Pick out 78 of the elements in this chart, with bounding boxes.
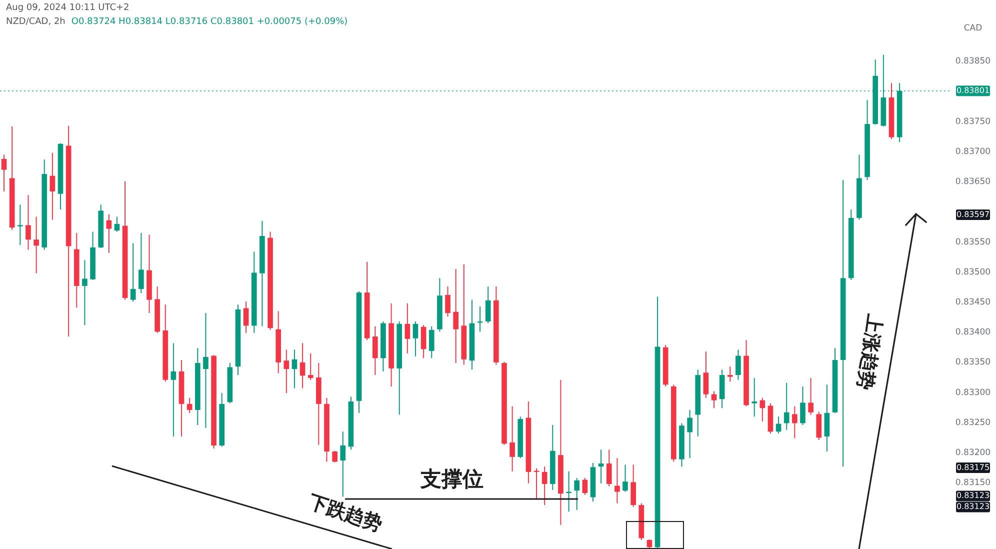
candlestick	[582, 477, 588, 496]
candlestick	[445, 286, 450, 318]
candlestick	[1, 154, 7, 192]
candlestick	[18, 204, 23, 246]
candlestick	[646, 538, 652, 549]
text: 0.83123	[956, 502, 990, 512]
candlestick	[420, 324, 426, 359]
text: 0.83175	[956, 462, 990, 472]
candlestick	[186, 397, 192, 414]
candlestick	[711, 390, 717, 409]
candlestick	[622, 464, 628, 492]
candlestick	[50, 152, 56, 220]
candlestick	[106, 214, 112, 254]
candlestick	[170, 342, 176, 437]
candlestick	[614, 458, 620, 504]
candlestick	[485, 286, 491, 324]
candlestick	[784, 382, 790, 430]
candlestick	[138, 232, 144, 294]
candlestick	[130, 242, 136, 302]
annotation: 上涨趋势	[854, 312, 886, 392]
candlestick	[308, 352, 314, 380]
candlestick	[808, 378, 814, 416]
candlestick	[824, 384, 830, 452]
candlestick	[574, 477, 580, 510]
candlestick	[816, 411, 822, 441]
y-tick-label: 0.83850	[955, 56, 991, 67]
text: O0.83724 H0.83814 L0.83716 C0.83801 +0.00075 (+0.09%)	[71, 17, 348, 27]
candlestick	[800, 386, 806, 426]
candlestick	[404, 302, 410, 354]
ref-line-label: 0.83801	[956, 86, 990, 96]
y-tick-label: 0.83400	[955, 328, 991, 338]
y-tick-label: 0.83650	[955, 177, 991, 188]
candlestick	[534, 468, 540, 499]
y-tick-label: 0.83200	[955, 448, 991, 458]
text: 0.83597	[956, 210, 990, 219]
annotation: 支撑位	[420, 467, 484, 491]
candlestick	[300, 342, 306, 389]
y-tick-label: 0.83300	[955, 388, 991, 398]
y-tick-label: 0.83150	[955, 478, 991, 488]
candlestick	[114, 216, 120, 232]
candlestick	[203, 312, 208, 429]
y-axis-title: CAD	[964, 23, 983, 34]
text: NZD/CAD, 2h	[6, 17, 66, 27]
candlestick	[792, 406, 798, 439]
candlestick	[412, 320, 418, 357]
y-tick-label: 0.83700	[955, 147, 991, 158]
candlestick	[736, 349, 741, 380]
candlestick	[453, 268, 458, 364]
candlestick	[760, 397, 766, 422]
candlestick	[428, 326, 434, 359]
candlestick	[630, 464, 636, 508]
candlestick	[727, 366, 733, 382]
candlestick	[542, 466, 548, 506]
y-tick-label: 0.83500	[955, 267, 991, 278]
y-tick-label: 0.83750	[955, 116, 991, 127]
candlestick	[243, 301, 249, 334]
annotation: 下跌趋势	[304, 490, 385, 536]
y-tick-label: 0.83350	[955, 358, 991, 368]
candlestick	[292, 349, 298, 389]
candlestick	[752, 378, 757, 418]
candlestick	[26, 194, 31, 250]
y-tick-label: 0.83250	[955, 418, 991, 428]
candlestick	[606, 449, 612, 487]
y-tick-label: 0.83550	[955, 237, 991, 248]
candlestick	[372, 326, 378, 376]
candlestick	[687, 409, 692, 459]
annotation: Aug 09, 2024 10:11 UTC+2	[6, 3, 130, 13]
y-tick-label: 0.83450	[955, 298, 991, 308]
candlestick	[598, 449, 604, 484]
candlestick	[82, 260, 88, 326]
candlestick	[284, 349, 290, 394]
candlestick	[776, 416, 782, 434]
candlestick	[703, 351, 709, 398]
candlestick	[332, 450, 338, 463]
candlestick	[340, 431, 346, 498]
candlestick	[510, 406, 515, 472]
candlestick	[34, 216, 39, 274]
text: 0.83123	[956, 491, 990, 500]
